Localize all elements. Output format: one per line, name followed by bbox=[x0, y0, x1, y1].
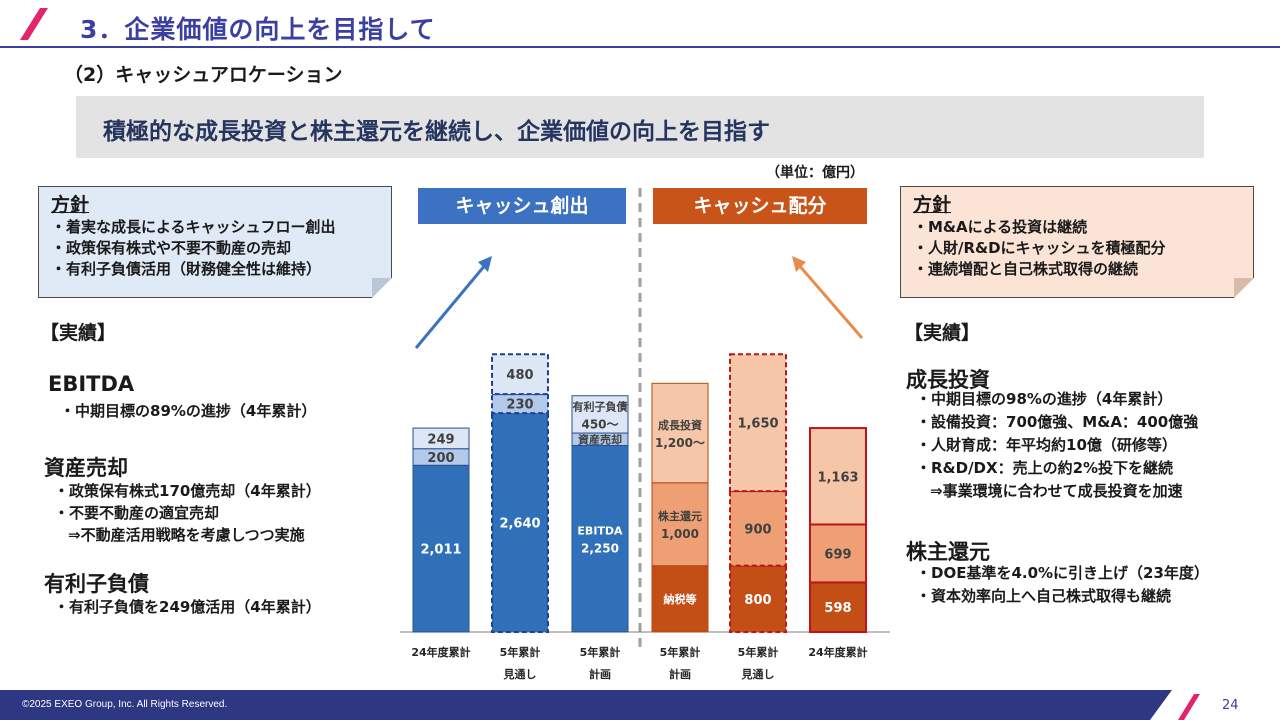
debt-item: ・有利子負債を249億活用（4年累計） bbox=[54, 598, 321, 616]
asset-sale-item: ⇒不動産活用戦略を考慮しつつ実施 bbox=[68, 526, 305, 544]
page-fold-icon bbox=[1234, 278, 1254, 298]
message-banner bbox=[76, 96, 1204, 158]
policy-item: ・着実な成長によるキャッシュフロー創出 bbox=[51, 218, 336, 236]
data-label: 800 bbox=[744, 593, 771, 608]
data-label: 900 bbox=[744, 522, 771, 537]
data-label: 1,163 bbox=[817, 470, 858, 485]
data-label: 1,000 bbox=[661, 527, 699, 541]
data-label: 699 bbox=[824, 547, 851, 562]
page-fold-icon bbox=[372, 278, 392, 298]
data-label: 230 bbox=[506, 398, 533, 413]
category-label: 24年度累計 bbox=[411, 645, 470, 659]
slide-title: 3．企業価値の向上を目指して bbox=[80, 15, 436, 44]
data-label: 249 bbox=[427, 432, 454, 447]
unit-label: （単位：億円） bbox=[766, 165, 864, 181]
policy-item: ・政策保有株式や不要不動産の売却 bbox=[51, 239, 292, 257]
category-label: 5年累計 bbox=[500, 645, 541, 659]
bar-segment bbox=[809, 523, 867, 584]
growth-investment-item: ・中期目標の98%の進捗（4年累計） bbox=[916, 390, 1173, 408]
bar-segment bbox=[412, 427, 470, 450]
footer-corner bbox=[1190, 690, 1280, 720]
policy-title: 方針 bbox=[51, 194, 90, 216]
segment-label: 成長投資 bbox=[658, 418, 702, 432]
asset-sale-title: 資産売却 bbox=[44, 456, 128, 480]
bar-segment bbox=[809, 427, 867, 526]
footer-slash-icon bbox=[1150, 690, 1202, 720]
policy-item: ・人財/R&Dにキャッシュを積極配分 bbox=[913, 239, 1166, 257]
cash-allocation-chart: 2,011 200 249 2,640 230 480 EBITDA 2,250 資産売却 有利子… bbox=[400, 188, 890, 681]
cash-allocation-header: キャッシュ配分 bbox=[653, 188, 867, 224]
category-label: 見通し bbox=[503, 668, 537, 681]
data-label: 450～ bbox=[581, 417, 618, 431]
shareholder-return-item: ・DOE基準を4.0%に引き上げ（23年度） bbox=[916, 564, 1209, 582]
segment-label: 株主還元 bbox=[658, 509, 702, 523]
growth-investment-item: ・R&D/DX：売上の約2%投下を継続 bbox=[916, 459, 1174, 477]
results-heading-left: 【実績】 bbox=[40, 322, 117, 344]
data-label: 2,250 bbox=[581, 542, 619, 556]
arrow-head-left bbox=[478, 256, 492, 272]
arrow-head-right bbox=[792, 256, 806, 272]
bar-segment bbox=[491, 353, 549, 396]
ebitda-item: ・中期目標の89%の進捗（4年累計） bbox=[60, 402, 317, 420]
slash-logo-icon bbox=[20, 8, 48, 40]
data-label: 200 bbox=[427, 451, 454, 466]
bar-segment bbox=[491, 412, 549, 633]
shareholder-return-item: ・資本効率向上へ自己株式取得も継続 bbox=[916, 587, 1172, 605]
banner-text: 積極的な成長投資と株主還元を継続し、企業価値の向上を目指す bbox=[103, 119, 770, 145]
title-rule bbox=[0, 46, 1280, 48]
category-label: 5年累計 bbox=[580, 645, 621, 659]
segment-label: 資産売却 bbox=[578, 432, 622, 446]
bar-segment bbox=[651, 565, 709, 633]
cash-creation-header: キャッシュ創出 bbox=[418, 188, 626, 224]
bar-segment bbox=[412, 464, 470, 633]
bar-segment bbox=[651, 382, 709, 484]
growth-investment-item: ⇒事業環境に合わせて成長投資を加速 bbox=[930, 482, 1183, 500]
policy-box-left: 方針 ・着実な成長によるキャッシュフロー創出 ・政策保有株式や不要不動産の売却 … bbox=[38, 186, 392, 298]
ebitda-title: EBITDA bbox=[48, 372, 135, 396]
policy-item: ・有利子負債活用（財務健全性は維持） bbox=[51, 260, 322, 278]
data-label: 598 bbox=[824, 601, 851, 616]
policy-box-right: 方針 ・M&Aによる投資は継続 ・人財/R&Dにキャッシュを積極配分 ・連続増配… bbox=[900, 186, 1254, 298]
policy-item: ・M&Aによる投資は継続 bbox=[913, 218, 1088, 236]
growth-arrow-left bbox=[414, 263, 488, 349]
category-label: 計画 bbox=[669, 667, 691, 681]
bar-segment bbox=[809, 581, 867, 634]
bar-segment bbox=[651, 482, 709, 567]
copyright-text: ©2025 EXEO Group, Inc. All Rights Reserv… bbox=[22, 699, 228, 710]
data-label: 2,640 bbox=[499, 517, 540, 532]
data-label: 2,011 bbox=[420, 543, 461, 558]
footer-bar bbox=[0, 690, 1280, 720]
page-number: 24 bbox=[1222, 698, 1239, 713]
asset-sale-item: ・不要不動産の適宜売却 bbox=[54, 504, 220, 522]
data-label: 1,200～ bbox=[655, 436, 705, 450]
category-label: 5年累計 bbox=[738, 645, 779, 659]
policy-title: 方針 bbox=[913, 194, 952, 216]
debt-title: 有利子負債 bbox=[44, 572, 149, 596]
bar-segment bbox=[729, 353, 787, 493]
bar-segment bbox=[571, 444, 629, 633]
category-label: 見通し bbox=[741, 668, 775, 681]
segment-label: 有利子負債 bbox=[573, 399, 628, 413]
data-label: 480 bbox=[506, 368, 533, 383]
data-label: 1,650 bbox=[737, 417, 778, 432]
segment-label: EBITDA bbox=[577, 525, 623, 538]
growth-investment-item: ・人財育成：年平均約10億（研修等） bbox=[916, 436, 1177, 454]
category-label: 計画 bbox=[589, 667, 611, 681]
segment-label: 納税等 bbox=[664, 592, 697, 606]
shareholder-return-title: 株主還元 bbox=[906, 540, 990, 564]
growth-arrow-right bbox=[796, 263, 864, 339]
growth-investment-title: 成長投資 bbox=[906, 368, 990, 392]
growth-investment-item: ・設備投資：700億強、M&A：400億強 bbox=[916, 413, 1199, 431]
results-heading-right: 【実績】 bbox=[904, 322, 981, 344]
asset-sale-item: ・政策保有株式170億売却（4年累計） bbox=[54, 482, 321, 500]
policy-item: ・連続増配と自己株式取得の継続 bbox=[913, 260, 1139, 278]
bar-segment bbox=[571, 395, 629, 434]
section-subtitle: （2）キャッシュアロケーション bbox=[64, 64, 343, 86]
category-label: 5年累計 bbox=[660, 645, 701, 659]
category-label: 24年度累計 bbox=[808, 645, 867, 659]
